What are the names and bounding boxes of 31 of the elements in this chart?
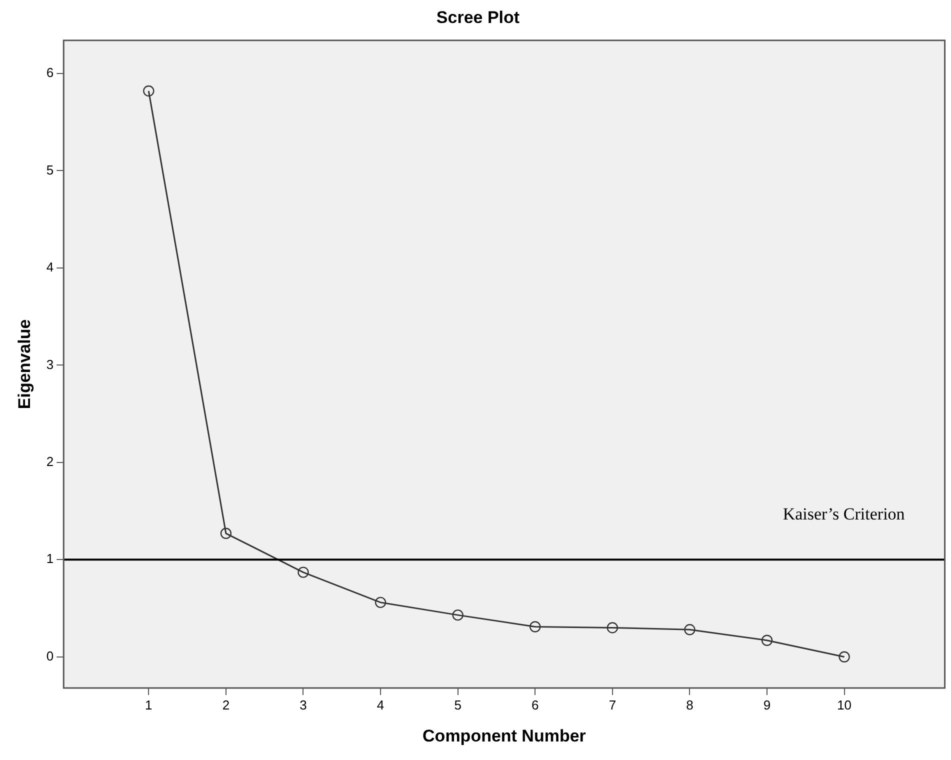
y-axis-title: Eigenvalue [14,319,34,410]
x-tick-label: 6 [532,697,539,712]
x-tick-label: 3 [300,697,307,712]
x-tick-label: 4 [376,697,384,712]
point [220,528,232,539]
x-tick-label: 7 [608,697,616,712]
x-tick-label: 8 [686,697,694,712]
x-tick-label: 5 [454,697,462,712]
x-tick-label: 9 [763,697,771,712]
ref-line-label: Kaiser’s Criterion [782,504,906,524]
y-tick-label: 6 [46,65,54,80]
x-tick-label: 1 [145,697,152,712]
point [143,85,154,97]
y-tick-label: 2 [46,454,54,469]
point [838,651,850,662]
point [452,609,464,621]
x-tick-label: 2 [222,697,230,712]
point [530,621,541,632]
y-tick-label: 5 [46,162,54,178]
point [684,624,696,636]
point [298,566,309,578]
point [374,596,386,608]
y-tick-label: 1 [46,551,54,566]
y-tick-label: 3 [46,356,54,372]
x-tick-label: 10 [837,697,852,712]
point [761,634,773,646]
y-tick-label: 4 [46,260,54,275]
x-axis-title: Component Number [422,726,586,746]
y-tick-label: 0 [46,648,54,664]
chart-title: Scree Plot [436,8,520,27]
point [606,622,618,634]
